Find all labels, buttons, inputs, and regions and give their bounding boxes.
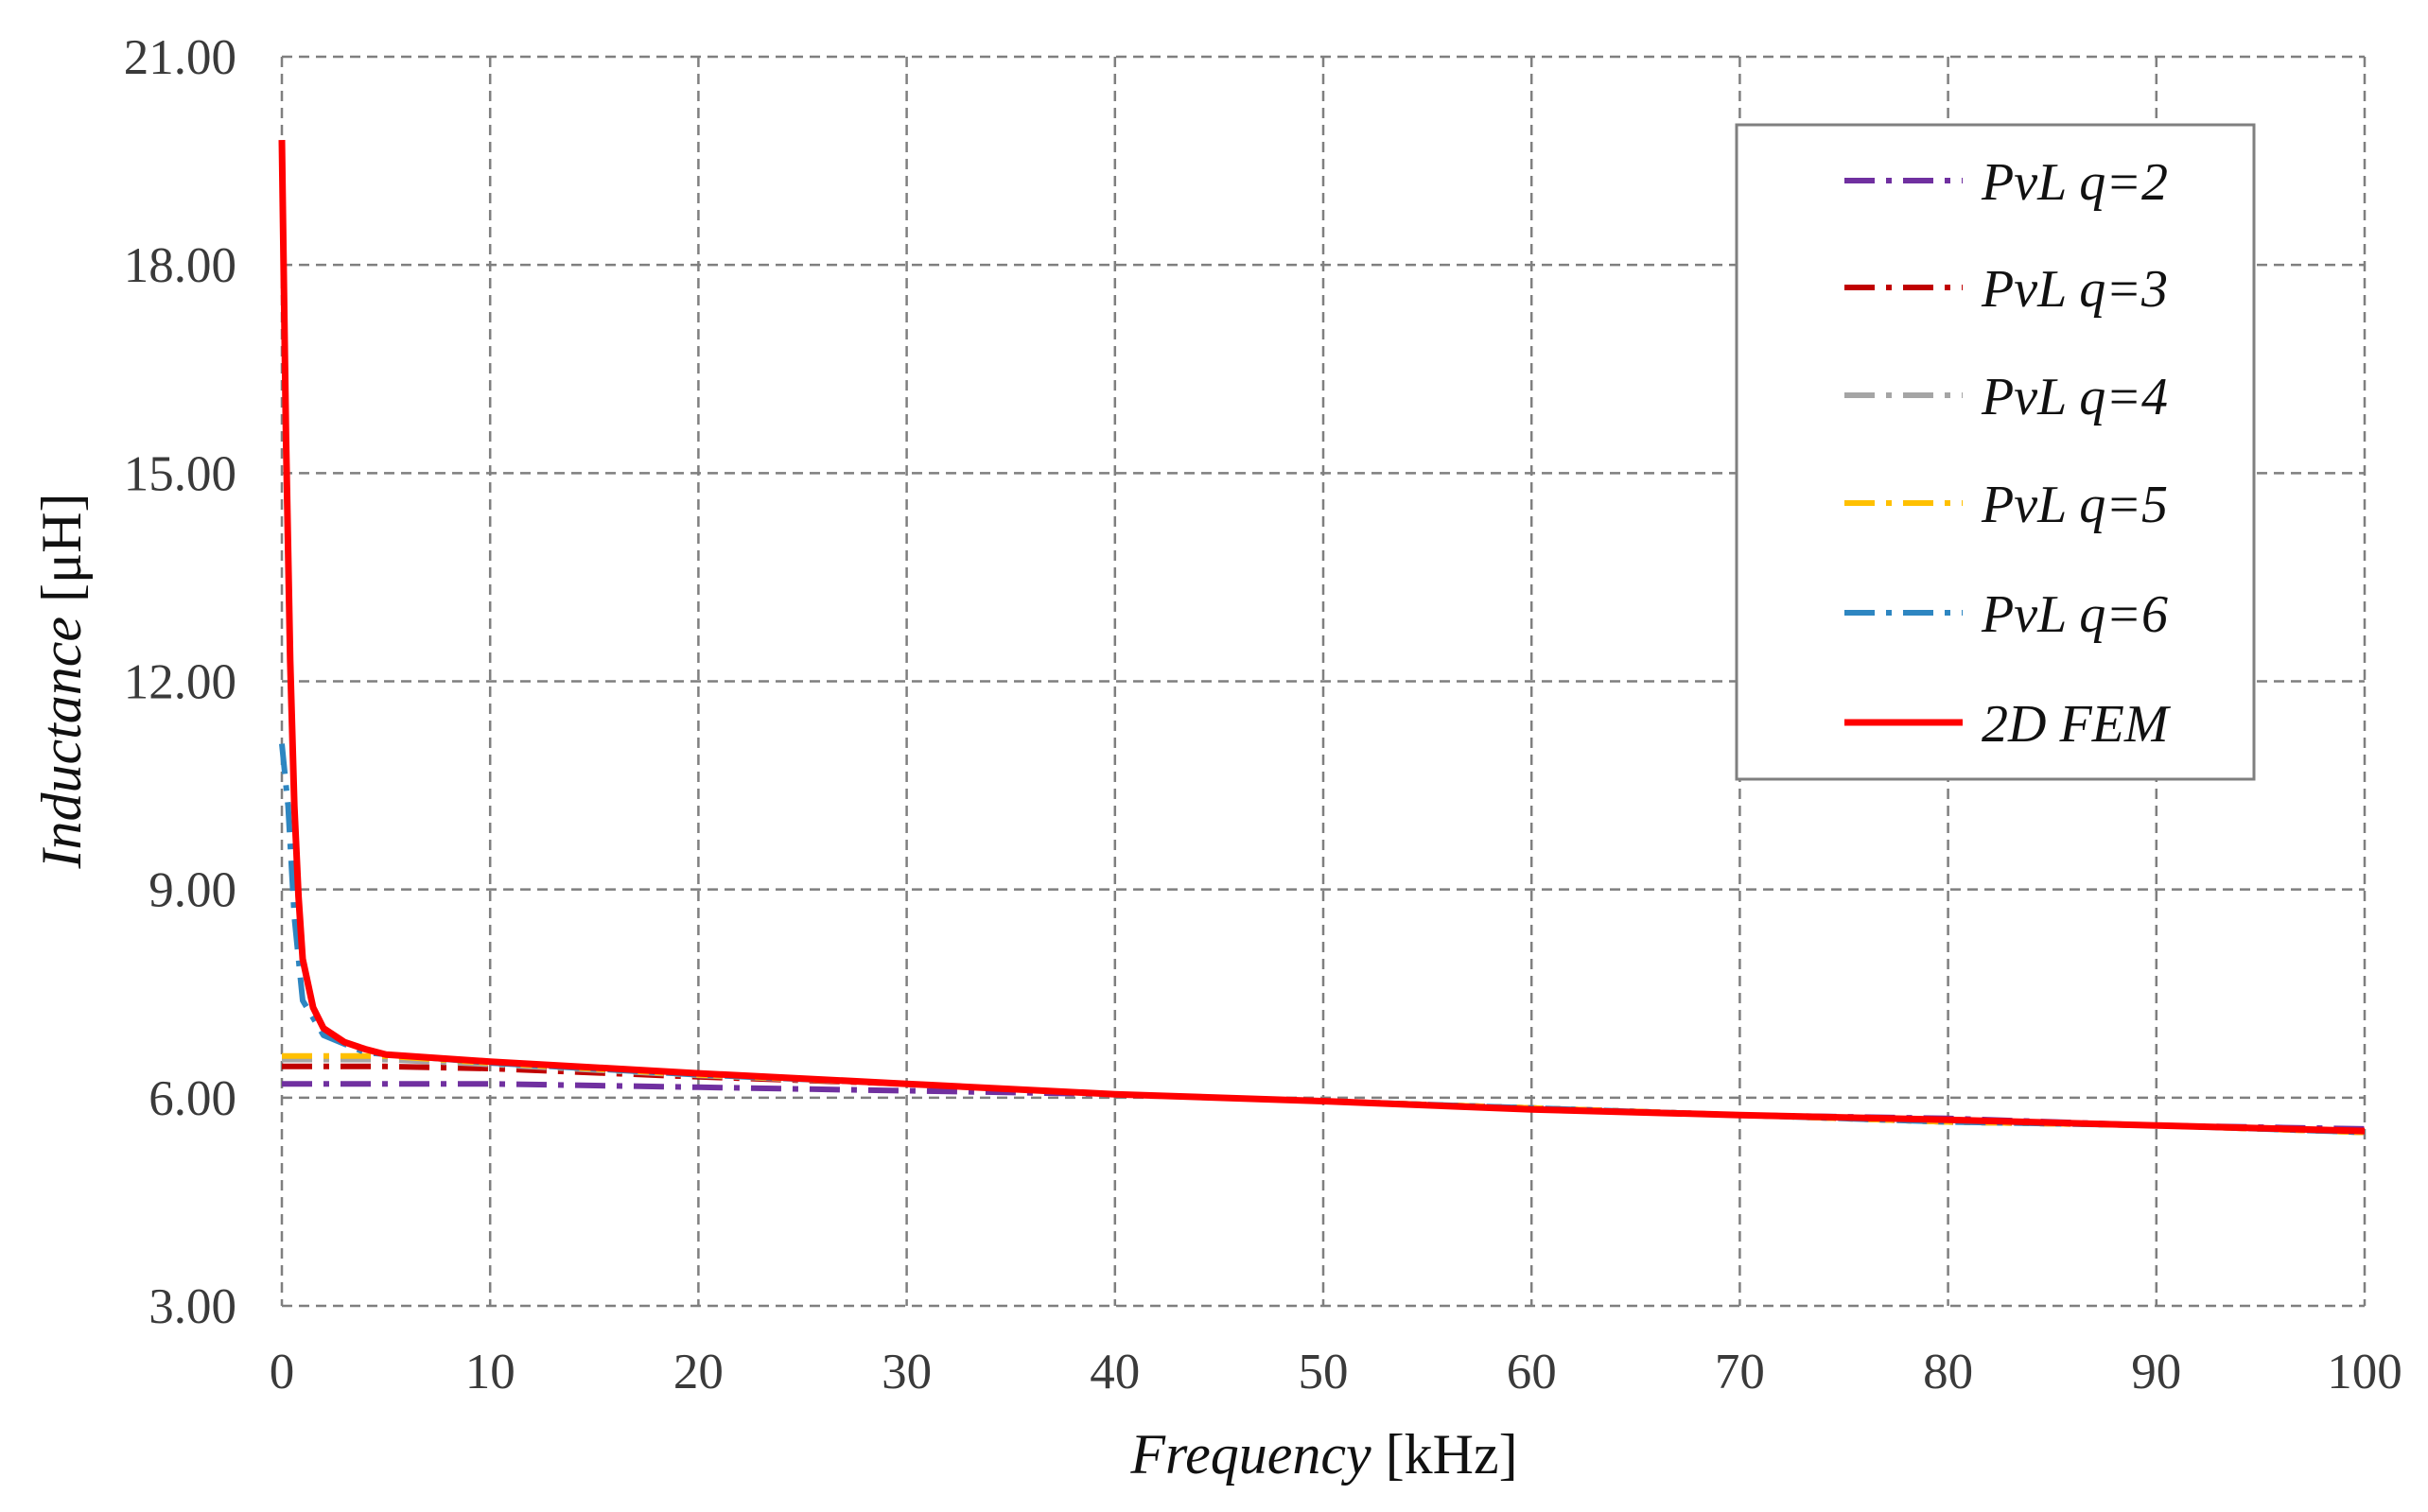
x-axis-title-unit-text: [kHz]: [1386, 1423, 1518, 1486]
x-tick-label: 10: [465, 1345, 515, 1399]
legend-label: PvL q=6: [1981, 585, 2168, 644]
x-tick-label: 0: [270, 1345, 295, 1399]
x-tick-label: 100: [2327, 1345, 2402, 1399]
legend-label: PvL q=3: [1981, 260, 2168, 319]
y-tick-label: 3.00: [148, 1279, 236, 1334]
x-tick-label: 40: [1090, 1345, 1140, 1399]
legend-label: PvL q=4: [1981, 368, 2168, 426]
legend-box: [1735, 123, 2256, 781]
legend-label: PvL q=5: [1981, 476, 2168, 534]
y-tick-label: 18.00: [124, 238, 236, 293]
legend: PvL q=2 PvL q=3 PvL q=4 PvL q=5 PvL q=6 2D FE…: [1735, 123, 2256, 781]
x-axis-title-unit: [1371, 1423, 1386, 1486]
x-axis-title: Frequency [kHz]: [1129, 1423, 1517, 1486]
y-axis-title-unit: [30, 602, 93, 617]
legend-items: PvL q=2 PvL q=3 PvL q=4 PvL q=5 PvL q=6 2D FE…: [1844, 153, 2172, 754]
series-line: [278, 140, 2366, 1135]
y-tick-label: 15.00: [124, 446, 236, 501]
data-series: [278, 140, 2366, 1136]
x-axis-title-name: Frequency: [1129, 1423, 1371, 1486]
x-tick-label: 30: [882, 1345, 932, 1399]
x-tick-label: 20: [673, 1345, 724, 1399]
y-tick-label: 21.00: [124, 30, 236, 85]
x-tick-label: 90: [2131, 1345, 2181, 1399]
y-axis-title: Inductance [μH]: [30, 493, 93, 869]
x-tick-label: 50: [1299, 1345, 1349, 1399]
x-tick-label: 60: [1507, 1345, 1557, 1399]
legend-label: PvL q=2: [1981, 153, 2168, 212]
y-tick-label: 12.00: [124, 655, 236, 710]
legend-label: 2D FEM: [1982, 695, 2172, 754]
y-axis-ticks: 3.00 6.00 9.00 12.00 15.00 18.00 21.00: [124, 30, 236, 1334]
y-axis-title-unit-text: [μH]: [30, 493, 93, 601]
x-axis-ticks: 0 10 20 30 40 50 60 70 80 90 100: [270, 1345, 2402, 1399]
x-tick-label: 80: [1923, 1345, 1973, 1399]
y-tick-label: 6.00: [148, 1071, 236, 1126]
y-axis-title-name: Inductance: [30, 617, 93, 870]
x-tick-label: 70: [1715, 1345, 1765, 1399]
y-tick-label: 9.00: [148, 863, 236, 918]
